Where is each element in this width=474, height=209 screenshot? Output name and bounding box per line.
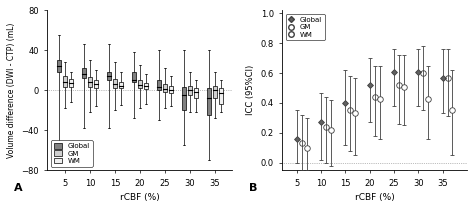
Bar: [69, 79, 73, 87]
Bar: [169, 86, 173, 93]
Y-axis label: ICC (95%CI): ICC (95%CI): [246, 65, 255, 115]
Bar: [144, 83, 148, 89]
X-axis label: rCBF (%): rCBF (%): [120, 193, 160, 202]
Legend: Global, GM, WM: Global, GM, WM: [286, 14, 325, 40]
Bar: [137, 80, 142, 88]
Bar: [63, 76, 67, 87]
Bar: [107, 72, 111, 80]
Bar: [94, 80, 98, 88]
Bar: [219, 88, 223, 104]
Bar: [193, 88, 198, 98]
Bar: [113, 79, 117, 88]
Bar: [212, 86, 217, 98]
Text: A: A: [14, 183, 23, 193]
Bar: [88, 77, 92, 87]
X-axis label: rCBF (%): rCBF (%): [355, 193, 394, 202]
Bar: [82, 68, 86, 78]
Bar: [156, 80, 161, 90]
Bar: [188, 86, 192, 95]
Bar: [132, 72, 136, 82]
Legend: Global, GM, WM: Global, GM, WM: [51, 140, 92, 167]
Bar: [163, 84, 167, 92]
Text: B: B: [249, 183, 257, 193]
Bar: [182, 87, 186, 110]
Bar: [57, 60, 61, 72]
Bar: [207, 88, 211, 115]
Y-axis label: Volume difference (DWI - CTP) (mL): Volume difference (DWI - CTP) (mL): [7, 23, 16, 158]
Bar: [118, 82, 123, 88]
